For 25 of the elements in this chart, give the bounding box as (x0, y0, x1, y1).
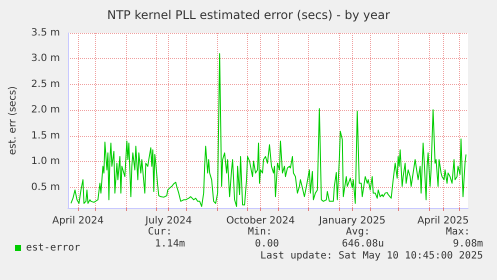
y-tick-label: 0.5 m (31, 182, 60, 193)
text: Min: (248, 226, 272, 238)
text: Last update: Sat May 10 10:45:00 2025 (260, 250, 483, 262)
text: Max: (446, 226, 470, 238)
text: 0.00 (254, 238, 279, 250)
legend-label: est-error (26, 242, 80, 254)
y-tick-label: 1.5 m (31, 130, 60, 142)
text: 1.14m (154, 238, 185, 250)
y-axis-title: est. err (secs) (8, 86, 18, 155)
x-tick-label: April 2025 (417, 216, 469, 226)
x-tick-label: October 2024 (226, 216, 295, 226)
y-tick-label: 2.5 m (31, 78, 60, 90)
y-tick-label: 3.5 m (31, 28, 60, 38)
text: 646.08u (342, 238, 384, 250)
line-series (70, 53, 467, 207)
y-tick-label: 1.0 m (31, 156, 60, 168)
x-tick-label: January 2025 (318, 216, 386, 226)
text: Avg: (346, 226, 370, 238)
y-tick-label: 3.0 m (31, 53, 60, 64)
x-tick-label: July 2024 (144, 216, 192, 226)
chart-title: NTP kernel PLL estimated error (secs) - by year (107, 8, 390, 22)
text: 9.08m (452, 238, 483, 250)
x-tick-label: April 2024 (52, 216, 104, 226)
text: Cur: (148, 226, 172, 238)
y-tick-label: 2.0 m (31, 104, 60, 116)
